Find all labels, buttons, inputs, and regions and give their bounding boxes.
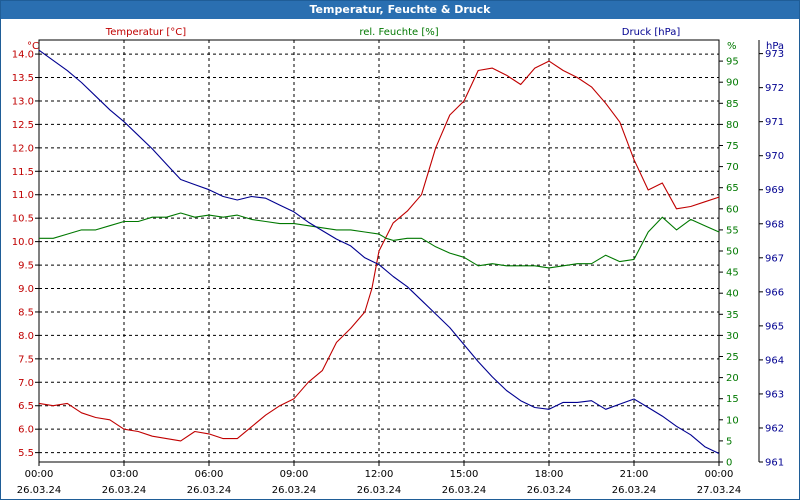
humidity-tick-label: 70 <box>726 162 739 173</box>
x-tick-date: 26.03.24 <box>442 485 487 496</box>
humidity-line <box>39 212 720 269</box>
x-tick-date: 26.03.24 <box>272 485 317 496</box>
pressure-axis: 961 962 963 964 965 966 967 968 969 970 971 972 973 <box>758 40 784 469</box>
humidity-tick-label: 55 <box>726 225 739 236</box>
humidity-tick-label: 5 <box>726 436 732 447</box>
pressure-unit: hPa <box>766 41 784 52</box>
humidity-axis: 0 5 10 15 20 25 30 35 40 45 50 55 60 65 70 75 80 85 90 95 <box>719 57 739 469</box>
pressure-tick-label: 964 <box>765 355 784 366</box>
temperature-tick-label: 12.0 <box>12 143 34 154</box>
pressure-label: Druck [hPa] <box>622 27 681 38</box>
temperature-tick-label: 9.0 <box>18 284 34 295</box>
pressure-tick-label: 968 <box>765 219 784 230</box>
temperature-label: Temperatur [°C] <box>105 27 186 38</box>
humidity-tick-label: 60 <box>726 204 739 215</box>
temperature-tick-label: 7.0 <box>18 378 34 389</box>
humidity-tick-label: 45 <box>726 268 739 279</box>
x-tick-date: 26.03.24 <box>102 485 147 496</box>
x-tick-time: 18:00 <box>535 469 564 480</box>
temperature-tick-label: 9.5 <box>18 261 34 272</box>
temperature-tick-label: 5.5 <box>18 448 34 459</box>
temperature-tick-label: 6.5 <box>18 401 34 412</box>
pressure-tick-label: 965 <box>765 321 784 332</box>
x-tick-time: 12:00 <box>365 469 394 480</box>
pressure-tick-label: 973 <box>765 49 784 60</box>
temperature-tick-label: 14.0 <box>12 50 34 61</box>
x-tick-date: 26.03.24 <box>527 485 572 496</box>
humidity-tick-label: 95 <box>726 57 739 68</box>
humidity-tick-label: 40 <box>726 289 739 300</box>
humidity-label: rel. Feuchte [%] <box>359 27 438 38</box>
humidity-tick-label: 30 <box>726 331 739 342</box>
humidity-tick-label: 0 <box>726 458 732 469</box>
temperature-tick-label: 8.0 <box>18 331 34 342</box>
x-tick-date: 26.03.24 <box>17 485 62 496</box>
x-tick-date: 26.03.24 <box>357 485 402 496</box>
humidity-tick-label: 20 <box>726 373 739 384</box>
pressure-tick-label: 966 <box>765 287 784 298</box>
temperature-tick-label: 10.5 <box>12 214 34 225</box>
x-tick-time: 00:00 <box>25 469 54 480</box>
x-tick-time: 00:00 <box>705 469 734 480</box>
pressure-tick-label: 967 <box>765 253 784 264</box>
series-lines <box>38 49 720 454</box>
temperature-tick-label: 13.5 <box>12 73 34 84</box>
humidity-unit: % <box>727 41 737 52</box>
pressure-tick-label: 961 <box>765 458 784 469</box>
temperature-unit: °C <box>27 41 39 52</box>
humidity-tick-label: 10 <box>726 415 739 426</box>
x-tick-date: 26.03.24 <box>187 485 232 496</box>
temperature-tick-label: 8.5 <box>18 307 34 318</box>
humidity-tick-label: 65 <box>726 183 739 194</box>
x-tick-date: 26.03.24 <box>612 485 657 496</box>
pressure-line <box>38 49 720 454</box>
x-tick-date: 27.03.24 <box>697 485 742 496</box>
humidity-tick-label: 85 <box>726 99 739 110</box>
x-tick-time: 15:00 <box>450 469 479 480</box>
pressure-tick-label: 971 <box>765 117 784 128</box>
humidity-tick-label: 50 <box>726 247 739 258</box>
temperature-tick-label: 7.5 <box>18 354 34 365</box>
pressure-tick-label: 962 <box>765 423 784 434</box>
temperature-tick-label: 11.5 <box>12 167 34 178</box>
humidity-tick-label: 90 <box>726 78 739 89</box>
temperature-tick-label: 6.0 <box>18 425 34 436</box>
pressure-tick-label: 972 <box>765 83 784 94</box>
humidity-tick-label: 80 <box>726 120 739 131</box>
pressure-tick-label: 963 <box>765 389 784 400</box>
humidity-tick-label: 75 <box>726 141 739 152</box>
x-tick-time: 03:00 <box>110 469 139 480</box>
temperature-tick-label: 10.0 <box>12 237 34 248</box>
x-axis: 00:00 26.03.24 03:00 26.03.24 06:00 26.03.24 0… <box>17 462 742 496</box>
pressure-tick-label: 970 <box>765 151 784 162</box>
temperature-tick-label: 12.5 <box>12 120 34 131</box>
x-tick-time: 21:00 <box>620 469 649 480</box>
window-title: Temperatur, Feuchte & Druck <box>1 1 799 19</box>
humidity-tick-label: 15 <box>726 394 739 405</box>
humidity-tick-label: 25 <box>726 352 739 363</box>
humidity-tick-label: 35 <box>726 310 739 321</box>
pressure-tick-label: 969 <box>765 185 784 196</box>
temperature-tick-label: 11.0 <box>12 190 34 201</box>
temperature-tick-label: 13.0 <box>12 96 34 107</box>
x-tick-time: 06:00 <box>195 469 224 480</box>
temperature-axis: 5.5 6.0 6.5 7.0 7.5 8.0 8.5 9.0 9.5 10.0 10.5 11.0 1… <box>12 50 39 459</box>
temperature-line <box>38 60 720 442</box>
x-tick-time: 09:00 <box>280 469 309 480</box>
